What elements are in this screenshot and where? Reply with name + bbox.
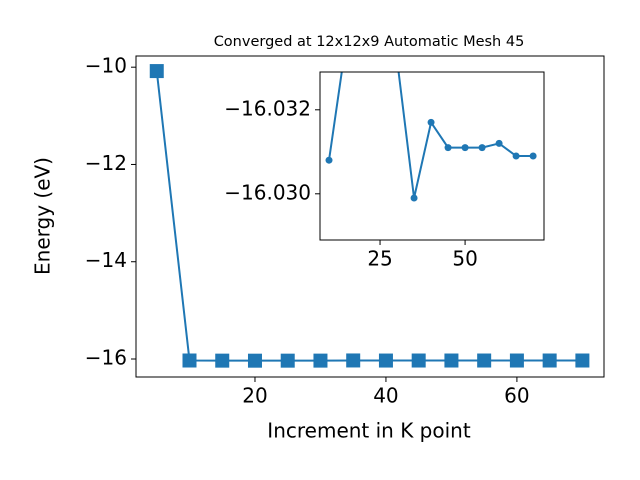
y-tick-label: −16.032: [224, 96, 311, 120]
marker: [280, 353, 295, 368]
marker: [378, 353, 393, 368]
marker: [444, 144, 452, 152]
marker: [444, 353, 459, 368]
marker: [182, 353, 197, 368]
x-tick-label: 50: [452, 247, 477, 271]
y-tick-label: −10: [85, 54, 127, 78]
marker: [542, 353, 557, 368]
marker: [247, 353, 262, 368]
x-tick-label: 20: [242, 384, 267, 408]
marker: [411, 353, 426, 368]
marker: [495, 139, 503, 147]
marker: [478, 144, 486, 152]
plot-clip: [325, 1, 537, 202]
x-tick-label: 60: [504, 384, 529, 408]
marker: [149, 64, 164, 79]
plot-area: [320, 72, 544, 240]
chart-title: Converged at 12x12x9 Automatic Mesh 45: [214, 34, 525, 50]
x-tick-label: 40: [373, 384, 398, 408]
x-tick-label: 25: [367, 247, 392, 271]
marker: [575, 353, 590, 368]
y-tick-label: −12: [85, 151, 127, 175]
marker: [377, 22, 384, 29]
x-axis-label: Increment in K point: [267, 419, 471, 443]
marker: [529, 152, 537, 160]
marker: [509, 353, 524, 368]
y-axis-label: Energy (eV): [31, 157, 55, 275]
y-tick-label: −16.030: [224, 180, 311, 204]
y-tick-label: −16: [85, 346, 127, 370]
y-tick-label: −14: [85, 248, 127, 272]
axes-frame: [319, 71, 545, 241]
marker: [325, 156, 333, 164]
marker: [461, 144, 469, 152]
axes-frame: [135, 55, 605, 378]
marker: [313, 353, 328, 368]
marker: [360, 1, 367, 8]
marker: [427, 118, 435, 126]
marker: [346, 353, 361, 368]
plot-clip: [149, 64, 590, 368]
marker: [477, 353, 492, 368]
marker: [410, 194, 418, 202]
marker: [215, 353, 230, 368]
marker: [512, 152, 520, 160]
